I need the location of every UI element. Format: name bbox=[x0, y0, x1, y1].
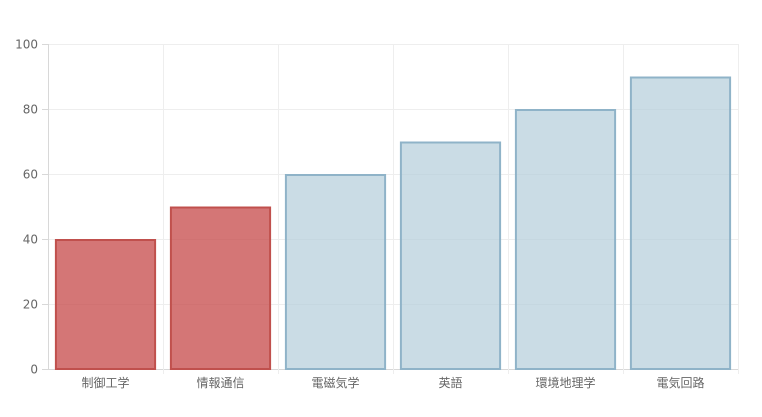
bar-2[interactable] bbox=[284, 174, 387, 370]
bars-layer bbox=[54, 76, 732, 370]
y-tick-label: 80 bbox=[23, 103, 38, 117]
x-category-label: 電磁気学 bbox=[311, 375, 359, 390]
x-category-label: 電気回路 bbox=[656, 375, 704, 390]
bar-5[interactable] bbox=[629, 76, 732, 370]
y-tick-label: 20 bbox=[23, 298, 38, 312]
y-tick-label: 60 bbox=[23, 168, 38, 182]
x-category-label: 情報通信 bbox=[196, 376, 244, 390]
label-layer: 0 20 40 60 80 100 制御工学 情報通信 電磁気学 英語 環境地理学 電気回路 bbox=[15, 38, 704, 391]
y-tick-label: 0 bbox=[30, 363, 38, 377]
grid-layer bbox=[48, 44, 739, 374]
bar-4[interactable] bbox=[514, 109, 617, 370]
y-tick-label: 40 bbox=[23, 233, 38, 247]
x-category-label: 英語 bbox=[438, 375, 462, 390]
x-category-label: 制御工学 bbox=[81, 375, 129, 390]
axis-layer bbox=[42, 44, 48, 370]
bar-1[interactable] bbox=[169, 206, 272, 370]
x-category-label: 環境地理学 bbox=[535, 375, 595, 390]
bar-0[interactable] bbox=[54, 239, 157, 370]
y-tick-label: 100 bbox=[15, 38, 38, 52]
bar-3[interactable] bbox=[399, 141, 502, 370]
